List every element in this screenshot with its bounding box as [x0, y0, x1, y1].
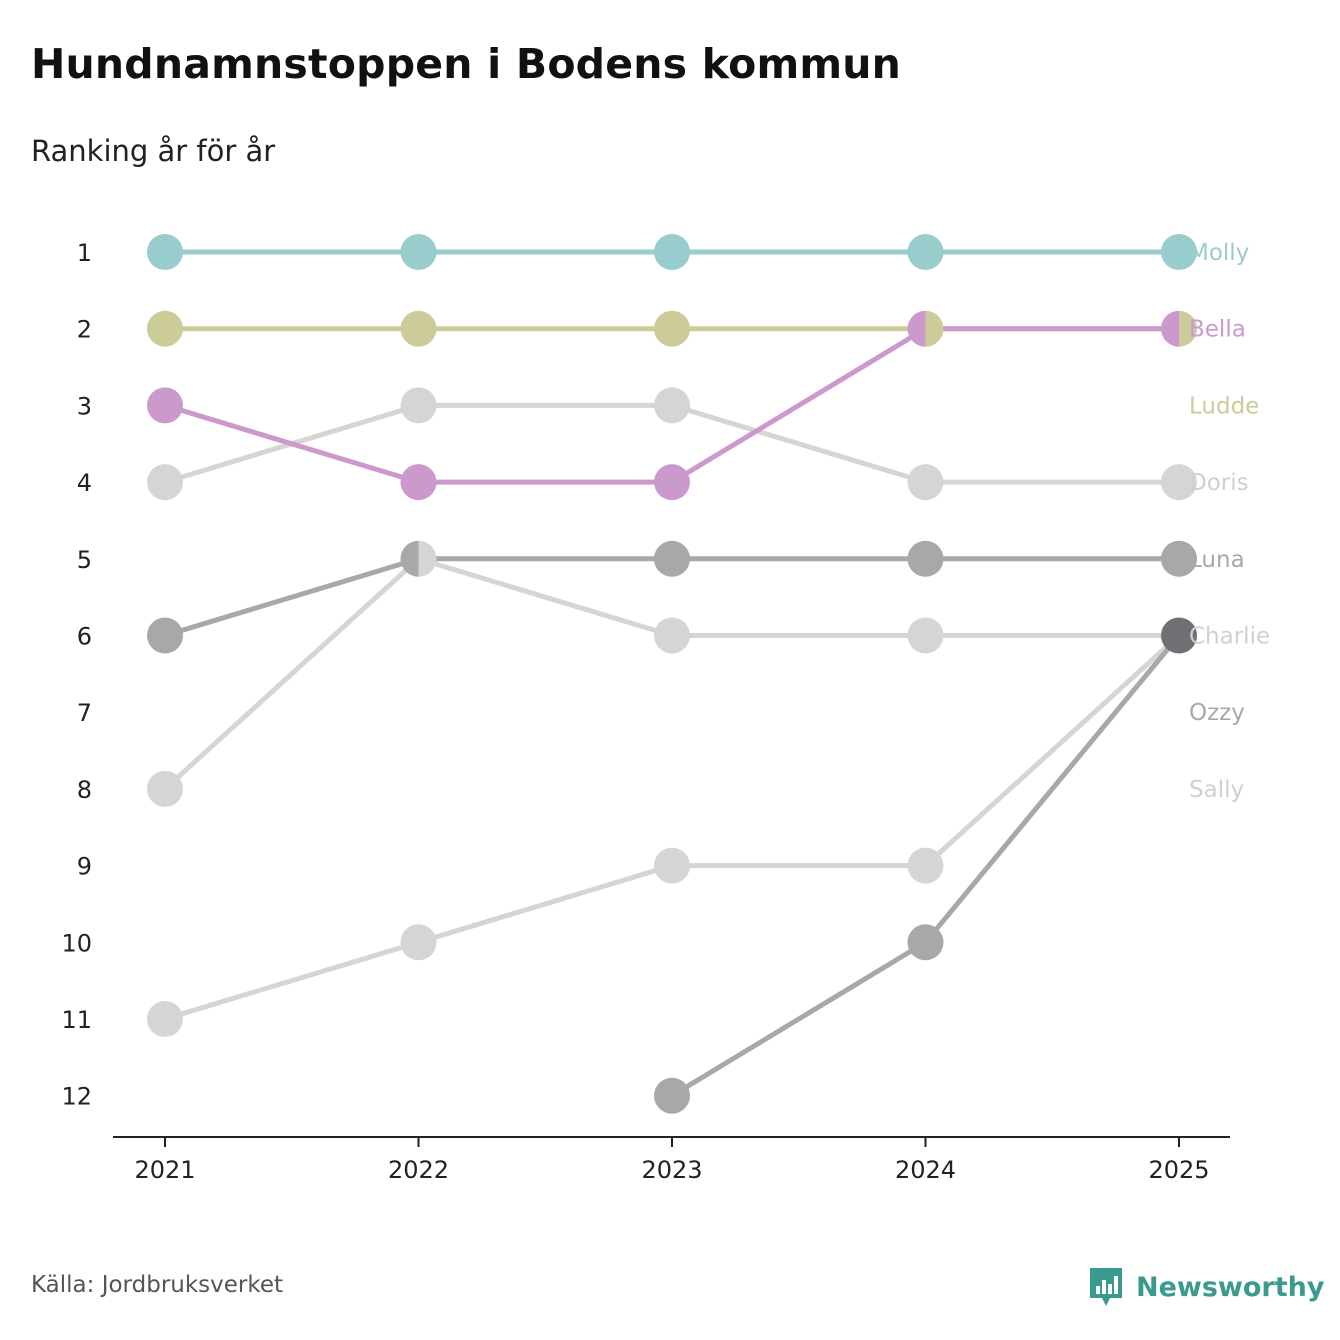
data-point-bella [400, 464, 437, 501]
data-point-luna [147, 617, 183, 654]
end-label-molly: Molly [1189, 240, 1249, 266]
data-point-molly [147, 234, 183, 270]
y-tick-label: 9 [77, 853, 92, 881]
y-tick-label: 6 [77, 623, 92, 651]
x-tick-label: 2021 [134, 1156, 195, 1184]
y-tick-label: 4 [77, 469, 92, 497]
data-point-charlie [418, 540, 437, 577]
newsworthy-logo-icon [1088, 1266, 1124, 1308]
data-point-charlie [654, 617, 690, 654]
data-point-sally [907, 847, 944, 884]
y-tick-label: 3 [77, 392, 92, 420]
data-point-doris [1161, 464, 1197, 501]
data-point-molly [654, 234, 690, 270]
chart-subtitle: Ranking år för år [31, 134, 276, 168]
data-point-molly [907, 234, 944, 270]
data-point-charlie [147, 770, 183, 807]
data-point-doris [654, 387, 690, 424]
data-point-sally [654, 847, 690, 884]
data-point-bella [1161, 310, 1179, 347]
data-point-bella [654, 464, 690, 501]
end-label-sally: Sally [1189, 777, 1244, 803]
source-note: Källa: Jordbruksverket [31, 1272, 284, 1298]
y-tick-label: 11 [61, 1006, 92, 1034]
page-title: Hundnamnstoppen i Bodens kommun [31, 40, 902, 88]
x-tick-label: 2025 [1148, 1156, 1209, 1184]
end-label-ludde: Ludde [1189, 393, 1259, 419]
data-point-sally [147, 1001, 183, 1037]
data-point-luna [907, 540, 944, 577]
data-point-doris [907, 464, 944, 501]
series-line-sally [162, 633, 1182, 1022]
y-tick-label: 2 [77, 316, 92, 344]
y-tick-label: 8 [77, 776, 92, 804]
brand-name: Newsworthy [1136, 1271, 1325, 1303]
x-tick-label: 2024 [895, 1156, 956, 1184]
data-point-ludde [1179, 310, 1197, 347]
x-tick-label: 2023 [641, 1156, 702, 1184]
data-point-shared [1161, 617, 1197, 654]
data-point-bella [147, 387, 183, 424]
data-point-ozzy [907, 924, 944, 961]
data-point-luna [1161, 540, 1197, 577]
data-point-ozzy [654, 1077, 690, 1114]
data-point-doris [400, 387, 437, 424]
series-line-charlie [162, 556, 1182, 792]
y-tick-label: 12 [61, 1083, 92, 1111]
data-point-ludde [654, 310, 690, 347]
y-tick-label: 10 [61, 929, 92, 957]
end-label-charlie: Charlie [1189, 624, 1270, 650]
data-point-luna [654, 540, 690, 577]
data-point-luna [400, 540, 419, 577]
data-point-charlie [907, 617, 944, 654]
data-point-molly [400, 234, 437, 270]
end-label-doris: Doris [1189, 470, 1249, 496]
end-label-luna: Luna [1189, 547, 1245, 573]
data-point-ludde [925, 310, 944, 347]
end-label-bella: Bella [1189, 317, 1246, 343]
y-tick-label: 5 [77, 546, 92, 574]
data-point-ludde [147, 310, 183, 347]
data-point-ludde [400, 310, 437, 347]
data-point-bella [907, 310, 926, 347]
y-tick-label: 1 [77, 239, 92, 267]
y-tick-label: 7 [77, 699, 92, 727]
end-label-ozzy: Ozzy [1189, 700, 1245, 726]
brand-logo[interactable]: Newsworthy [1088, 1266, 1324, 1308]
x-tick-label: 2022 [388, 1156, 449, 1184]
data-point-molly [1161, 234, 1197, 270]
data-point-doris [147, 464, 183, 501]
data-point-sally [400, 924, 437, 961]
